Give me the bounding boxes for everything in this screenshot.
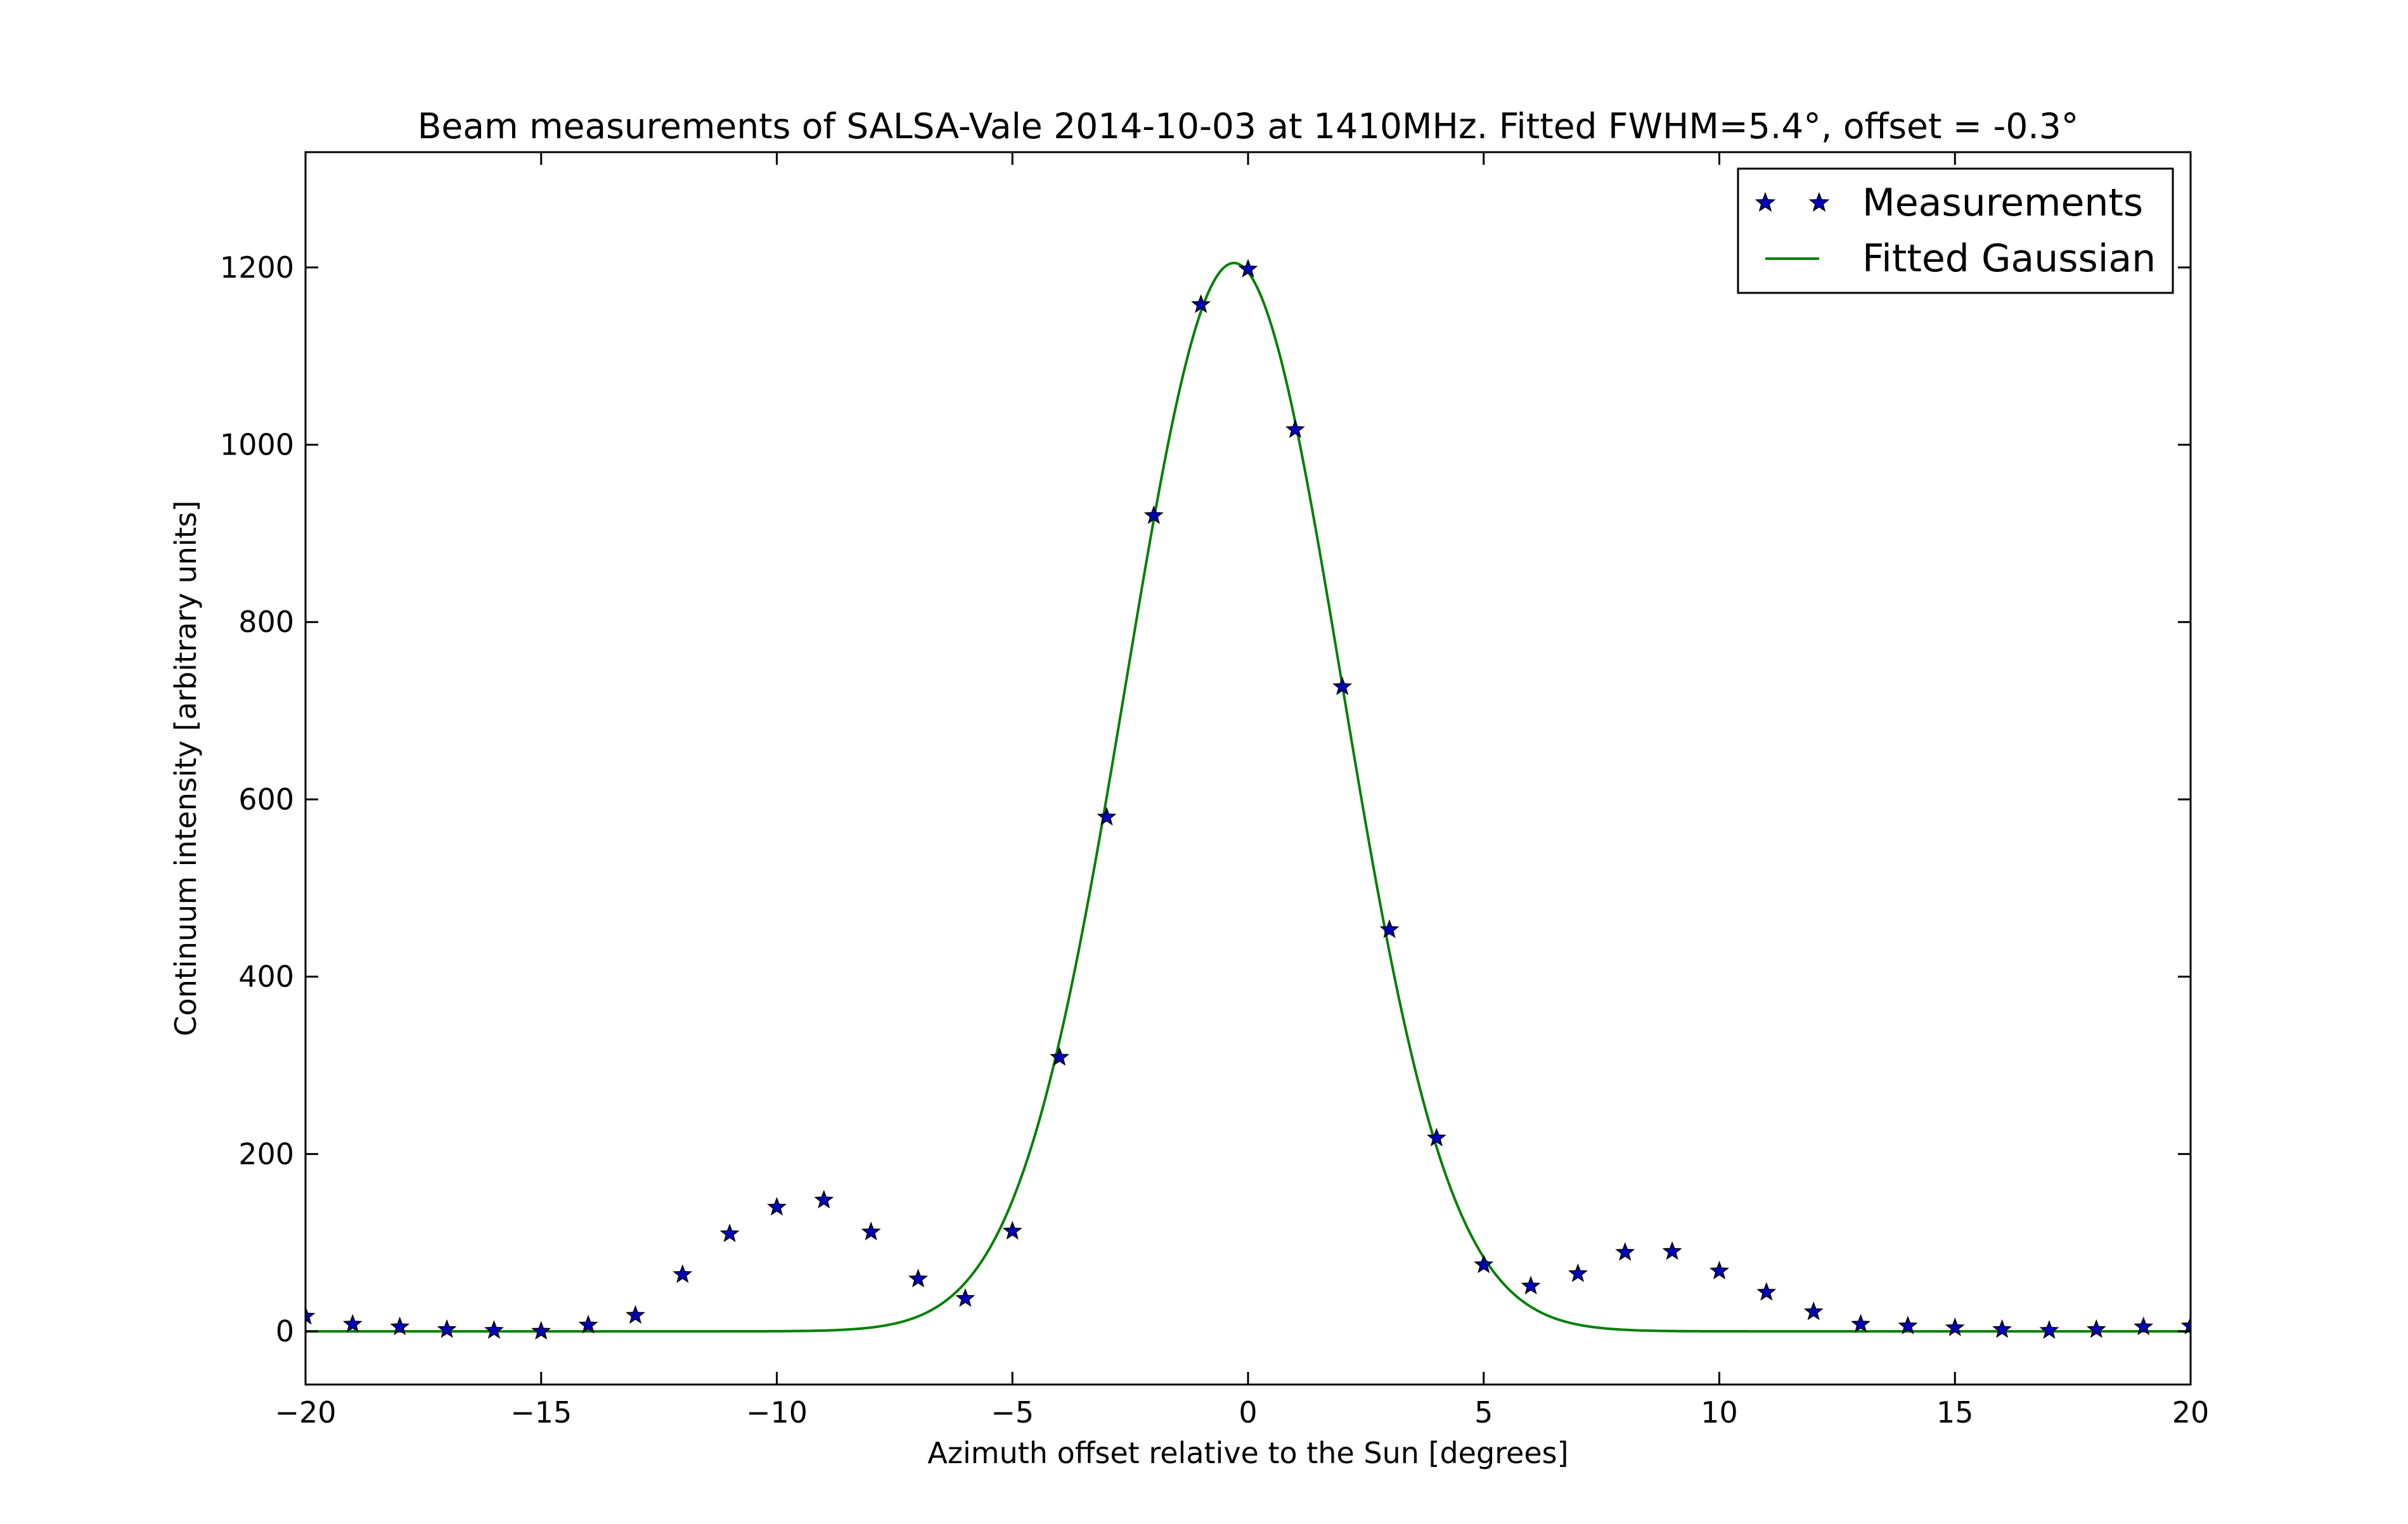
measurement-point	[306, 1306, 316, 1325]
measurement-point	[719, 1223, 740, 1243]
measurement-point	[1191, 294, 1211, 313]
measurement-point	[1143, 505, 1164, 524]
measurement-point	[1709, 1260, 1729, 1280]
y-axis-label: Continuum intensity [arbitrary units]	[169, 500, 203, 1036]
chart-title: Beam measurements of SALSA-Vale 2014-10-…	[418, 106, 2079, 146]
y-tick-label: 400	[238, 960, 294, 994]
y-axis-ticks: 0 200 400 600 800 1000 1200	[220, 250, 2191, 1348]
measurement-point	[342, 1314, 363, 1333]
y-tick-label: 1000	[220, 428, 294, 462]
measurement-point	[767, 1197, 787, 1216]
measurement-point	[2134, 1316, 2154, 1336]
legend: Measurements Fitted Gaussian	[1737, 167, 2174, 294]
measurement-point	[1521, 1275, 1541, 1295]
x-tick-label: 0	[1239, 1395, 1257, 1430]
measurement-points-layer	[306, 259, 2191, 1340]
measurement-point	[531, 1321, 551, 1340]
x-axis-label: Azimuth offset relative to the Sun [degr…	[927, 1436, 1568, 1470]
y-tick-label: 200	[238, 1137, 294, 1171]
y-tick-label: 600	[238, 782, 294, 817]
measurement-point	[1568, 1263, 1588, 1282]
measurement-point	[1803, 1301, 1824, 1321]
x-tick-label: −10	[746, 1395, 808, 1430]
measurement-point	[1945, 1317, 1965, 1336]
y-tick-label: 0	[276, 1314, 294, 1348]
measurement-point	[1050, 1047, 1070, 1066]
measurement-point	[1002, 1220, 1022, 1240]
legend-label-fitted-gaussian: Fitted Gaussian	[1862, 236, 2156, 281]
measurement-point	[1097, 806, 1117, 826]
measurement-point	[625, 1305, 645, 1324]
measurement-point	[1379, 919, 1400, 938]
measurement-point	[673, 1264, 693, 1283]
measurement-point	[578, 1315, 598, 1334]
x-tick-label: −15	[510, 1395, 572, 1430]
legend-label-measurements: Measurements	[1862, 181, 2143, 225]
x-tick-label: 15	[1936, 1395, 1974, 1430]
measurement-point	[814, 1189, 834, 1209]
measurement-point	[1898, 1315, 1918, 1334]
legend-star-shape	[1754, 191, 1776, 212]
legend-box	[1737, 167, 2174, 294]
measurement-point	[1332, 676, 1353, 695]
x-tick-label: −5	[991, 1395, 1034, 1430]
measurement-point	[1662, 1241, 1682, 1260]
measurement-point	[1851, 1314, 1871, 1333]
measurement-point	[861, 1222, 881, 1241]
measurement-point	[2039, 1320, 2059, 1339]
measurement-point	[1992, 1319, 2012, 1338]
legend-star-shape	[1808, 191, 1830, 212]
x-tick-label: −20	[274, 1395, 336, 1430]
measurement-point	[2180, 1315, 2191, 1334]
measurement-point	[390, 1316, 410, 1336]
y-tick-label: 1200	[220, 250, 294, 285]
x-tick-label: 5	[1474, 1395, 1493, 1430]
measurement-point	[2086, 1319, 2106, 1338]
measurement-point	[1426, 1127, 1446, 1147]
measurement-point	[1238, 259, 1258, 278]
measurement-point	[1474, 1254, 1494, 1274]
x-tick-label: 10	[1701, 1395, 1738, 1430]
measurement-point	[955, 1288, 975, 1307]
measurement-point	[437, 1319, 457, 1338]
x-tick-label: 20	[2172, 1395, 2210, 1430]
x-axis-ticks: −20 −15 −10 −5 0 5 10 15 20	[274, 152, 2209, 1430]
plot-area	[306, 152, 2191, 1385]
measurement-point	[1285, 419, 1305, 438]
measurement-point	[484, 1320, 504, 1339]
legend-star-icon-2	[1808, 191, 1830, 212]
measurement-point	[1756, 1282, 1777, 1301]
y-tick-label: 800	[238, 605, 294, 639]
legend-star-icon-1	[1754, 191, 1776, 212]
measurement-point	[1615, 1242, 1635, 1261]
measurement-point	[908, 1269, 929, 1288]
